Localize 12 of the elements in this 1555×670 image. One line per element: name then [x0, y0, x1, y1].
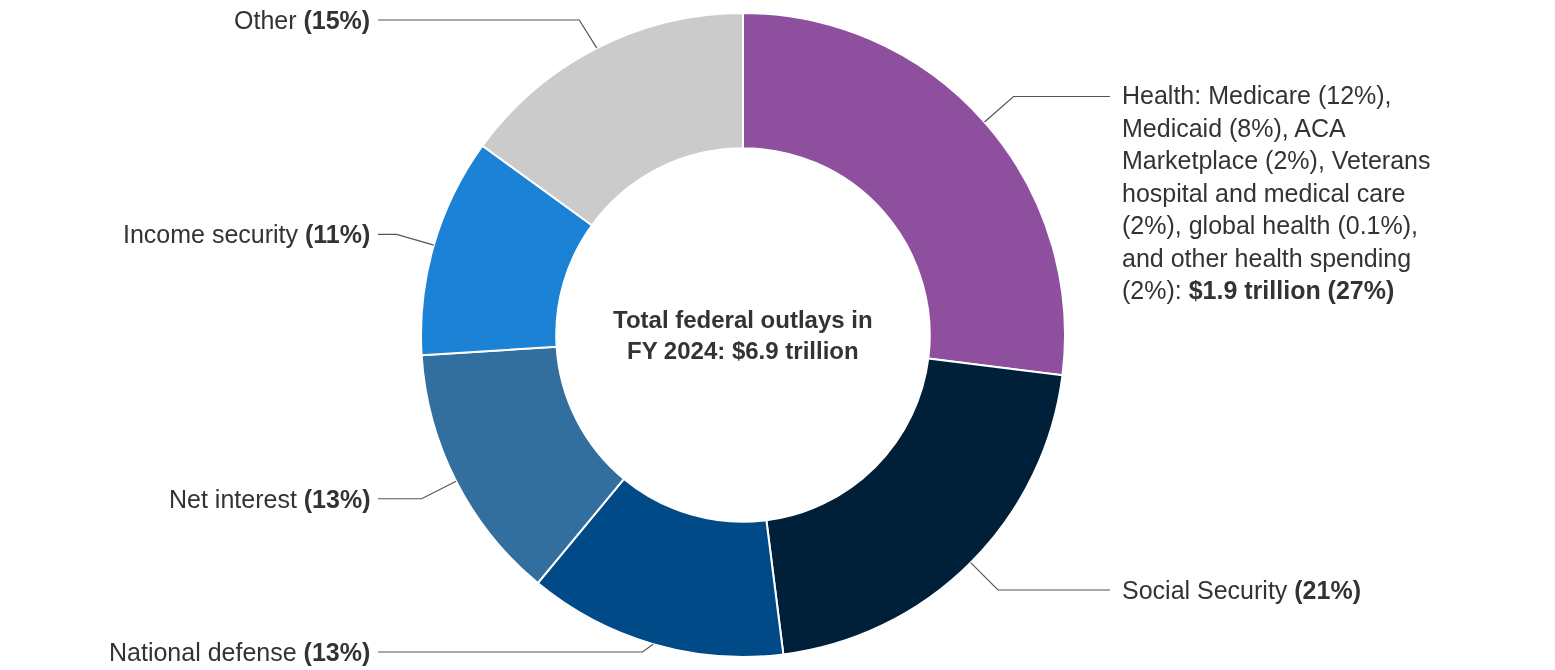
slice-label: Other	[234, 6, 297, 34]
slice-label: Income security	[123, 220, 299, 248]
data-label: (11%)	[305, 220, 371, 248]
slice-label: Net interest	[169, 485, 297, 513]
slice-label: National defense	[109, 638, 297, 666]
data-label: (21%)	[1294, 576, 1361, 604]
data-label: (15%)	[303, 6, 371, 34]
slice-label: Health: Medicare (12%), Medicaid (8%), ACA Marketplace (2%), Veterans hospital and medical care (2%), global health (0.1%), and other health spending (2%): $1.9 trillion (27%)	[1122, 81, 1431, 304]
text: Total federal outlays in FY 2024: $6.9 trillion	[613, 306, 873, 365]
data-label: (13%)	[303, 485, 371, 513]
data-label: (13%)	[303, 638, 371, 666]
slice-label: Social Security	[1122, 576, 1288, 604]
